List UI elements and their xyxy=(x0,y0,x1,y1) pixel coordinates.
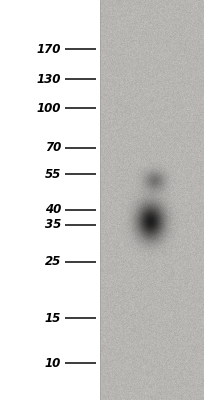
Text: 35: 35 xyxy=(45,218,61,231)
Text: 55: 55 xyxy=(45,168,61,181)
Text: 15: 15 xyxy=(45,312,61,325)
Text: 10: 10 xyxy=(45,357,61,370)
Text: 130: 130 xyxy=(37,73,61,86)
Text: 70: 70 xyxy=(45,141,61,154)
Text: 170: 170 xyxy=(37,43,61,56)
Text: 25: 25 xyxy=(45,255,61,268)
Bar xyxy=(0,0,100,400)
Text: 100: 100 xyxy=(37,102,61,115)
Text: 40: 40 xyxy=(45,203,61,216)
